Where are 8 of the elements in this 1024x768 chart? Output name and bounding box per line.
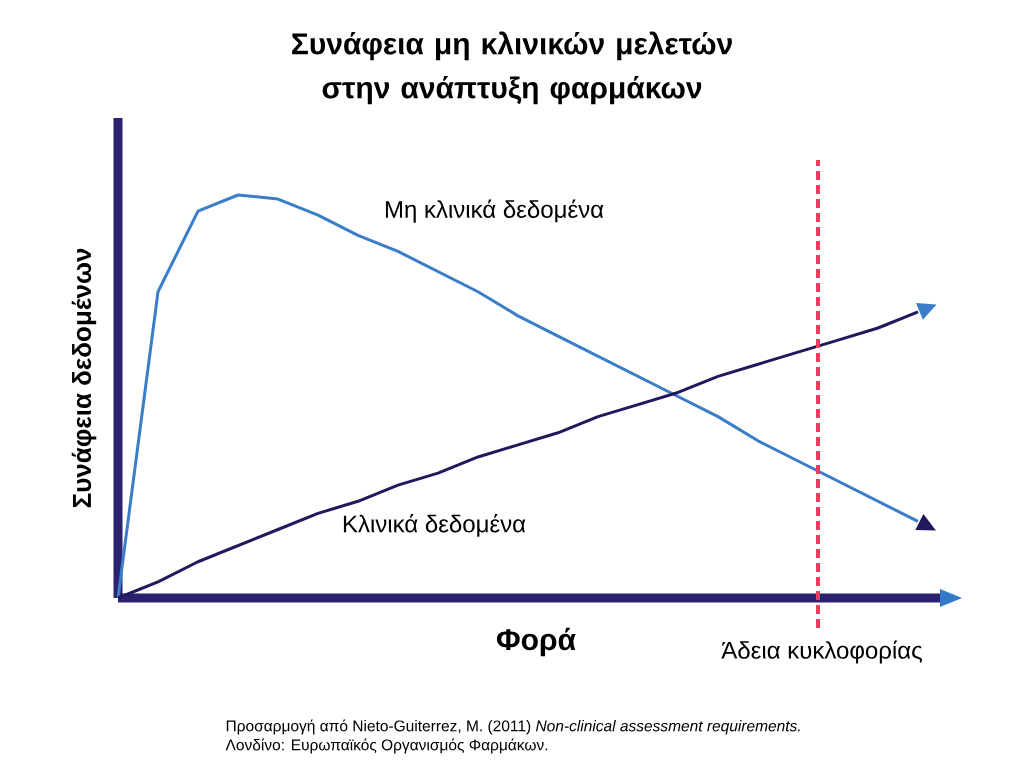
text: Προσαρμογή από Nieto-Guiterrez, M. (2011) Non-clinical assessment requirements. [226, 719, 800, 735]
y-axis-title: Συνάφεια δεδομένων [71, 248, 97, 508]
text: Λονδίνο: Ευρωπαϊκός Οργανισμός Φαρμάκων. [225, 738, 548, 754]
series-label: Κλινικά δεδομένα [343, 514, 526, 537]
x-axis-title: Φορά [496, 627, 576, 657]
series-label: Μη κλινικά δεδομένα [385, 199, 604, 223]
chart-title: Συνάφεια μη κλινικών μελετών στην ανάπτυξη φαρμάκων [292, 31, 732, 105]
text: Άδεια κυκλοφορίας [721, 640, 922, 664]
